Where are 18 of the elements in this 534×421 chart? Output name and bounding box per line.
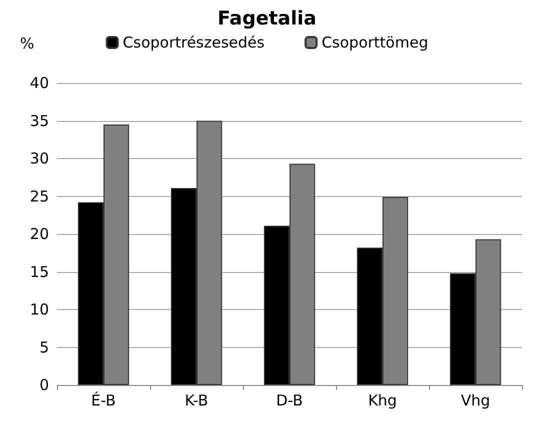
legend-label: Csoporttömeg	[322, 34, 428, 52]
y-tick-label: 10	[30, 300, 49, 318]
x-tick-label: Khg	[368, 392, 397, 410]
legend-label: Csoportrészesedés	[122, 34, 265, 52]
y-tick-label: 0	[39, 376, 49, 394]
y-tick-label: 20	[30, 225, 49, 243]
y-tick-label: 15	[30, 262, 49, 281]
y-tick-label: 40	[30, 74, 49, 92]
y-tick-label: 35	[30, 112, 49, 130]
x-tick-label: D-B	[276, 392, 303, 410]
x-tick-label: Vhg	[460, 392, 490, 410]
y-tick-label: 30	[30, 150, 49, 168]
x-tick-label: É-B	[91, 392, 116, 410]
x-tick-label: K-B	[184, 392, 208, 410]
y-tick-label: 25	[30, 187, 49, 206]
y-tick-label: 5	[39, 338, 49, 356]
y-axis-title: %	[20, 34, 34, 52]
chart-title: Fagetalia	[218, 8, 316, 30]
